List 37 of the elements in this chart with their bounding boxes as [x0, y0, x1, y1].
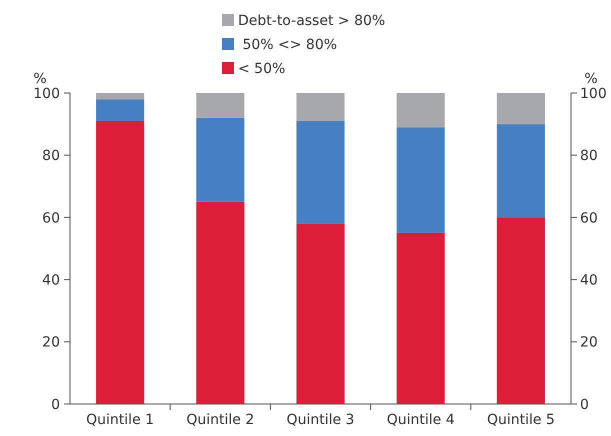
bar [496, 124, 545, 218]
y2-tick-label: 80 [580, 148, 598, 164]
bar [96, 93, 144, 100]
y2-axis-title: % [584, 71, 598, 87]
legend-label: 50% <> 80% [238, 36, 338, 53]
bar [296, 120, 345, 224]
bar [396, 93, 445, 128]
y-tick-label: 0 [51, 396, 60, 413]
x-tick-label: Quintile 5 [486, 412, 555, 428]
bar [96, 99, 144, 121]
y-axis-title: % [33, 71, 47, 87]
bar [196, 93, 244, 118]
bar [196, 202, 244, 404]
y-tick-label: 20 [42, 334, 60, 351]
legend-label: Debt-to-asset > 80% [238, 12, 386, 29]
bar [96, 120, 144, 404]
x-tick-label: Quintile 1 [86, 412, 154, 428]
y2-tick-label: 40 [580, 272, 598, 288]
bar [296, 93, 345, 121]
bar [496, 93, 545, 124]
y-tick-label: 40 [42, 272, 60, 288]
bar [496, 217, 545, 404]
x-tick-label: Quintile 3 [286, 412, 354, 428]
bar [396, 127, 445, 233]
legend-label: < 50% [238, 60, 286, 77]
x-tick-label: Quintile 4 [386, 412, 455, 428]
y2-tick-label: 100 [580, 86, 607, 102]
bar [196, 118, 244, 202]
bar [296, 224, 345, 404]
bar [396, 232, 445, 404]
y2-tick-label: 20 [580, 334, 598, 351]
x-tick-label: Quintile 2 [186, 412, 254, 428]
y2-tick-label: 0 [580, 396, 589, 413]
y-tick-label: 100 [33, 86, 60, 102]
y-tick-label: 60 [42, 210, 60, 226]
y-tick-label: 80 [42, 148, 60, 164]
y2-tick-label: 60 [580, 210, 598, 226]
